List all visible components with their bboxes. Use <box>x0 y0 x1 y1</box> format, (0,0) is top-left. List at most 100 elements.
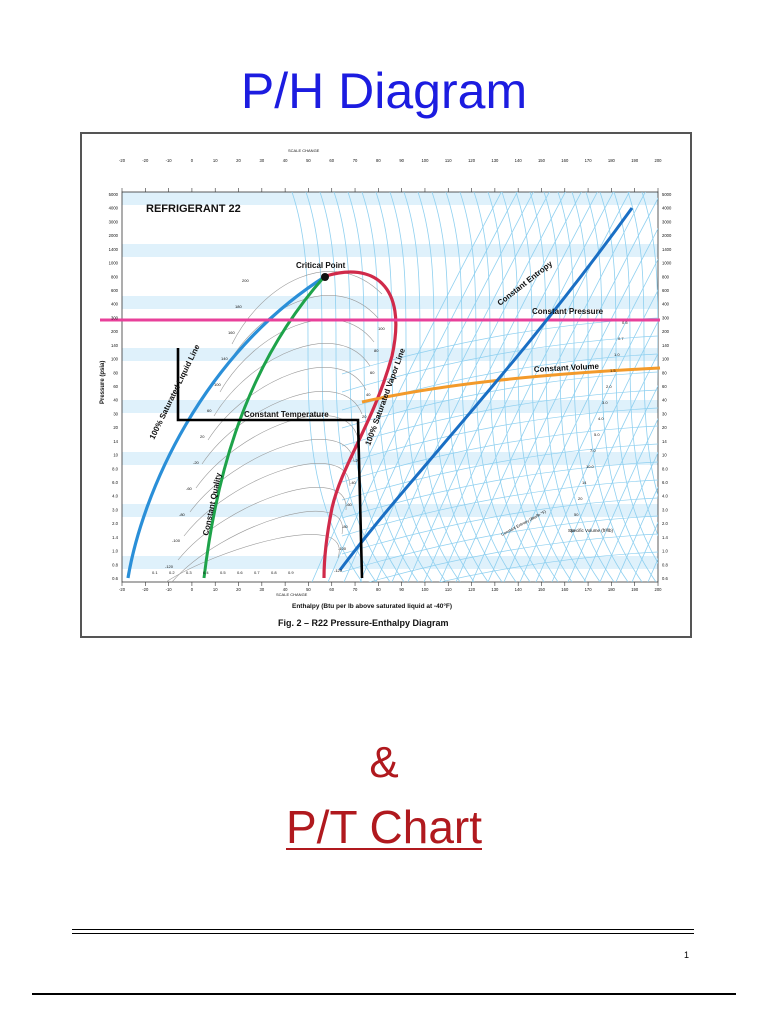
quality-tick-label: 0.5 <box>220 570 226 575</box>
top-tick-label: -20 <box>142 158 149 163</box>
specific-volume-label: Specific Volume (ft³/lb) <box>568 528 614 533</box>
pressure-tick-label-left: 4.0 <box>112 494 118 499</box>
top-tick-label: 100 <box>421 158 429 163</box>
pressure-tick-label-right: 2.0 <box>662 521 668 526</box>
isotherm-curve <box>641 192 658 389</box>
isotherm-curve <box>585 192 657 582</box>
isotherm-curve <box>473 192 545 582</box>
volume-label: 10.0 <box>586 464 595 469</box>
isotherm-curve <box>403 192 475 582</box>
pressure-tick-label-right: 40 <box>662 398 667 403</box>
pressure-tick-label-left: 10 <box>113 453 118 458</box>
bottom-tick-label: 120 <box>468 587 476 592</box>
isochore-curve <box>438 551 658 582</box>
page-number: 1 <box>684 950 690 960</box>
top-tick-label: 30 <box>259 158 264 163</box>
pressure-tick-label-left: 0.6 <box>112 576 118 581</box>
pressure-tick-label-left: 600 <box>111 288 119 293</box>
critical-point-label: Critical Point <box>296 261 346 270</box>
quality-tick-label: 0.3 <box>186 570 192 575</box>
volume-label: 5.0 <box>594 432 600 437</box>
pressure-tick-label-left: 1.4 <box>112 535 118 540</box>
temperature-label-left: 60 <box>207 408 212 413</box>
temperature-label-left: 100 <box>214 382 221 387</box>
dome-line <box>165 534 340 583</box>
isotherm-curve <box>347 192 419 582</box>
volume-label: 70 <box>570 528 575 533</box>
bottom-tick-label: 80 <box>376 587 381 592</box>
isotherm-curve <box>599 192 658 564</box>
pressure-tick-label-left: 4000 <box>109 206 119 211</box>
pressure-tick-label-left: 20 <box>113 425 118 430</box>
temperature-label-left: 180 <box>235 304 242 309</box>
pressure-tick-label-right: 140 <box>662 343 670 348</box>
isochore-curve <box>341 407 658 465</box>
background-band <box>122 452 658 465</box>
pressure-tick-label-left: 400 <box>111 302 119 307</box>
temperature-label-right: -80 <box>342 524 349 529</box>
bottom-tick-label: 160 <box>561 587 569 592</box>
pressure-tick-label-right: 8.0 <box>662 466 668 471</box>
bottom-tick-label: 30 <box>259 587 264 592</box>
ph-diagram-figure: REFRIGERANT 22 SCALE CHANGE SCALE CHANGE… <box>80 132 692 638</box>
background-band <box>122 296 658 309</box>
isentrope-curve <box>311 192 502 582</box>
axis-ticks <box>121 188 659 586</box>
ph-diagram-svg: REFRIGERANT 22 SCALE CHANGE SCALE CHANGE… <box>82 134 690 636</box>
isotherm-curve <box>627 192 658 498</box>
top-tick-label: 180 <box>608 158 616 163</box>
temperature-label-left: -80 <box>179 512 186 517</box>
pressure-tick-label-left: 1.0 <box>112 549 118 554</box>
bottom-tick-label: -20 <box>119 587 126 592</box>
isochore-curve <box>341 389 658 447</box>
top-tick-label: 200 <box>655 158 663 163</box>
top-tick-label: 170 <box>585 158 593 163</box>
isentrope-curve <box>631 521 658 582</box>
dome-line <box>189 439 355 513</box>
isochore-curve <box>368 533 658 582</box>
pressure-tick-label-right: 0.6 <box>662 576 668 581</box>
pressure-tick-label-right: 600 <box>662 288 670 293</box>
quality-lines <box>165 271 383 583</box>
pressure-tick-label-right: 100 <box>662 357 670 362</box>
pressure-tick-label-right: 0.8 <box>662 562 668 567</box>
footer-rule-top <box>72 929 694 930</box>
pressure-tick-label-right: 14 <box>662 439 667 444</box>
isentrope-curve <box>503 258 658 582</box>
dome-line <box>213 343 371 417</box>
background-band <box>122 504 658 517</box>
pt-chart-title-text: P/T Chart <box>286 801 482 853</box>
top-tick-label: 0 <box>191 158 194 163</box>
isochore-curve <box>341 335 658 393</box>
quality-tick-label: 0.8 <box>271 570 277 575</box>
bottom-tick-label: -10 <box>166 587 173 592</box>
background-band <box>122 400 658 413</box>
isentrope-curve <box>455 192 646 582</box>
volume-label: 0.5 <box>622 320 628 325</box>
bottom-tick-label: 90 <box>399 587 404 592</box>
bottom-tick-label: 130 <box>491 587 499 592</box>
temperature-label-right: -100 <box>338 546 347 551</box>
bottom-tick-label: 40 <box>283 587 288 592</box>
pressure-tick-label-right: 10 <box>662 453 667 458</box>
dome-line <box>219 319 375 393</box>
top-tick-label: 20 <box>236 158 241 163</box>
isochore-curve <box>341 479 658 537</box>
page-title: P/H Diagram <box>240 63 528 119</box>
quality-tick-label: 0.1 <box>152 570 158 575</box>
property-mesh <box>291 192 658 582</box>
isotherm-curve <box>557 192 629 582</box>
isotherm-curve <box>571 192 643 582</box>
pressure-tick-label-right: 2000 <box>662 233 672 238</box>
isotherm-curve <box>291 192 363 582</box>
pressure-tick-label-left: 60 <box>113 384 118 389</box>
constant-temperature-label: Constant Temperature <box>244 410 329 419</box>
temperature-label-left: -120 <box>165 564 174 569</box>
quality-tick-label: 0.9 <box>288 570 294 575</box>
top-tick-label: 40 <box>283 158 288 163</box>
dome-line <box>201 391 363 465</box>
bottom-tick-label: 140 <box>515 587 523 592</box>
volume-label: 20 <box>578 496 583 501</box>
isentrope-curve <box>423 192 614 582</box>
isotherm-curve <box>515 192 587 582</box>
